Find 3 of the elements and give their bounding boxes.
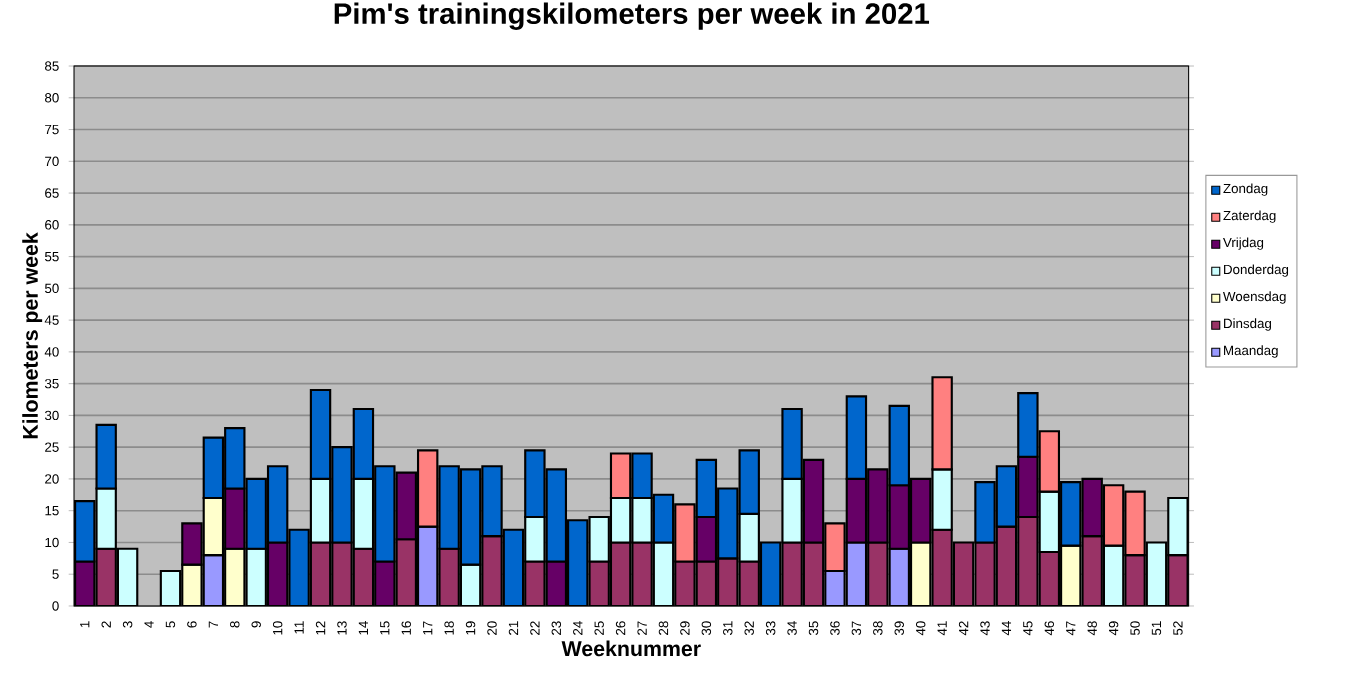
x-axis-title: Weeknummer	[561, 640, 701, 657]
y-axis-title: Kilometers per week	[22, 232, 43, 439]
chart-title: Pim's trainingskilometers per week in 2021	[334, 2, 930, 30]
